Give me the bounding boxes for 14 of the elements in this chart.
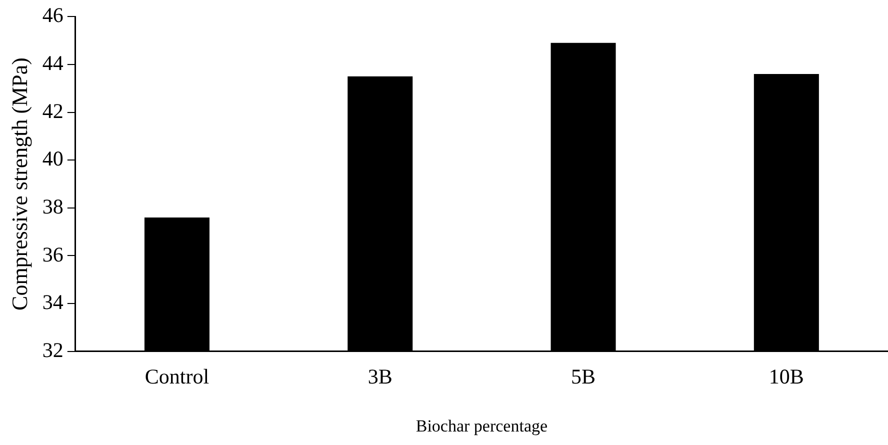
y-tick-label: 40 [42,146,64,171]
y-tick-label: 44 [42,50,64,75]
x-tick-label: Control [144,364,210,389]
x-tick-label: 5B [571,364,596,389]
y-tick-label: 46 [42,3,64,28]
y-tick-label: 36 [42,242,64,266]
y-tick-label: 42 [42,98,64,123]
y-axis-title: Compressive strength (MPa) [6,58,32,310]
y-tick-label: 32 [42,338,64,362]
y-tick-label: 34 [42,290,64,314]
y-tick-label: 38 [42,194,64,218]
x-axis-title: Biochar percentage [416,416,548,436]
x-tick-label: 10B [768,364,804,389]
x-tick-label: 3B [368,364,392,389]
